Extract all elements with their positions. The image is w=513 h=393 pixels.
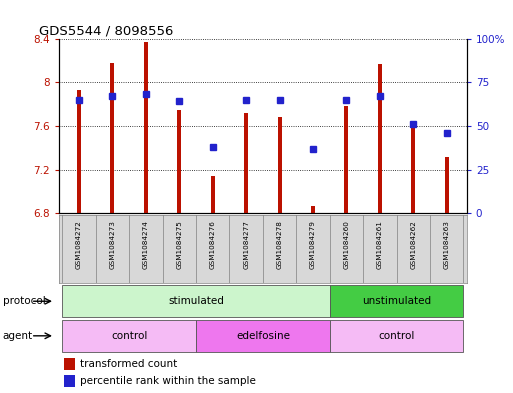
Bar xyxy=(63,320,196,352)
Bar xyxy=(411,125,416,213)
Bar xyxy=(378,64,382,213)
Text: GSM1084274: GSM1084274 xyxy=(143,220,149,269)
Text: edelfosine: edelfosine xyxy=(236,331,290,341)
Bar xyxy=(77,90,81,213)
Text: GSM1084279: GSM1084279 xyxy=(310,220,316,269)
Bar xyxy=(278,117,282,213)
Bar xyxy=(63,285,330,317)
Text: GSM1084278: GSM1084278 xyxy=(277,220,283,269)
Text: agent: agent xyxy=(3,331,33,341)
Bar xyxy=(196,320,330,352)
Bar xyxy=(345,106,348,213)
Text: percentile rank within the sample: percentile rank within the sample xyxy=(80,376,255,386)
Text: GSM1084262: GSM1084262 xyxy=(410,220,417,269)
Bar xyxy=(445,156,449,213)
Text: stimulated: stimulated xyxy=(168,296,224,306)
Bar xyxy=(144,42,148,213)
Text: GSM1084277: GSM1084277 xyxy=(243,220,249,269)
Text: GDS5544 / 8098556: GDS5544 / 8098556 xyxy=(38,24,173,37)
Text: GSM1084276: GSM1084276 xyxy=(210,220,216,269)
Bar xyxy=(64,358,75,370)
Bar xyxy=(330,285,463,317)
Text: control: control xyxy=(379,331,415,341)
Bar xyxy=(64,375,75,387)
Text: control: control xyxy=(111,331,147,341)
Bar xyxy=(311,206,315,213)
Bar xyxy=(330,320,463,352)
Text: GSM1084272: GSM1084272 xyxy=(76,220,82,269)
Bar xyxy=(244,113,248,213)
Text: GSM1084273: GSM1084273 xyxy=(109,220,115,269)
Text: protocol: protocol xyxy=(3,296,45,306)
Text: GSM1084263: GSM1084263 xyxy=(444,220,450,269)
Text: transformed count: transformed count xyxy=(80,359,177,369)
Bar xyxy=(211,176,215,213)
Text: unstimulated: unstimulated xyxy=(362,296,431,306)
Bar xyxy=(110,62,114,213)
Text: GSM1084260: GSM1084260 xyxy=(344,220,349,269)
Text: GSM1084275: GSM1084275 xyxy=(176,220,182,269)
Text: GSM1084261: GSM1084261 xyxy=(377,220,383,269)
Bar xyxy=(177,110,182,213)
